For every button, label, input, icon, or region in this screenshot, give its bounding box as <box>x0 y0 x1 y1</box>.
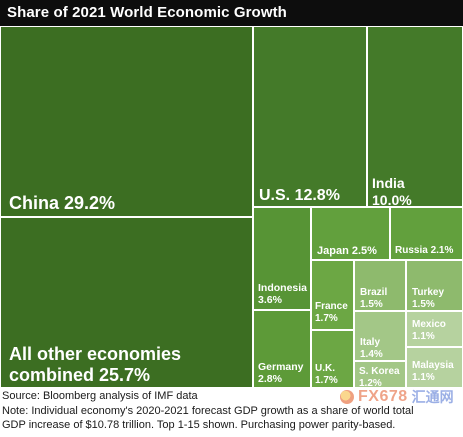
tile-label-brazil: Brazil 1.5% <box>360 287 388 310</box>
treemap: China 29.2% All other economies combined … <box>0 26 463 388</box>
tile-label-malaysia: Malaysia 1.1% <box>412 360 454 383</box>
tile-u-s: U.S. 12.8% <box>253 26 367 207</box>
tile-turkey: Turkey 1.5% <box>406 260 463 311</box>
tile-label-japan: Japan 2.5% <box>317 245 377 257</box>
tile-japan: Japan 2.5% <box>311 207 390 260</box>
tile-label-india: India 10.0% <box>372 175 412 207</box>
tile-germany: Germany 2.8% <box>253 310 311 388</box>
tile-label-china: China 29.2% <box>9 193 116 213</box>
tile-label-germany: Germany 2.8% <box>258 361 304 386</box>
source-note: Source: Bloomberg analysis of IMF data N… <box>2 389 462 433</box>
tile-mexico: Mexico 1.1% <box>406 311 463 347</box>
tile-malaysia: Malaysia 1.1% <box>406 347 463 388</box>
note-line: Note: Individual economy's 2020-2021 for… <box>2 404 414 417</box>
source-line: Source: Bloomberg analysis of IMF data <box>2 390 198 402</box>
title-bar: Share of 2021 World Economic Growth <box>0 0 463 26</box>
tile-all-other-economies-combined: All other economies combined 25.7% <box>0 217 253 388</box>
tile-label-russia: Russia 2.1% <box>395 245 454 256</box>
tile-label-all-other-economies-combined: All other economies combined 25.7% <box>9 344 182 386</box>
tile-label-italy: Italy 1.4% <box>360 337 383 360</box>
note-line: GDP increase of $10.78 trillion. Top 1-1… <box>2 419 396 431</box>
tile-russia: Russia 2.1% <box>390 207 463 260</box>
tile-france: France 1.7% <box>311 260 354 330</box>
chart-title: Share of 2021 World Economic Growth <box>7 4 287 21</box>
tile-brazil: Brazil 1.5% <box>354 260 406 311</box>
tile-indonesia: Indonesia 3.6% <box>253 207 311 310</box>
tile-label-france: France 1.7% <box>315 301 348 324</box>
tile-label-u-s: U.S. 12.8% <box>259 187 340 204</box>
tile-label-turkey: Turkey 1.5% <box>412 287 445 310</box>
tile-label-indonesia: Indonesia 3.6% <box>258 282 308 307</box>
tile-s-korea: S. Korea 1.2% <box>354 361 406 388</box>
tile-u-k: U.K. 1.7% <box>311 330 354 388</box>
tile-india: India 10.0% <box>367 26 463 207</box>
tile-label-s-korea: S. Korea 1.2% <box>359 366 400 388</box>
tile-label-u-k: U.K. 1.7% <box>315 363 338 386</box>
tile-china: China 29.2% <box>0 26 253 217</box>
tile-label-mexico: Mexico 1.1% <box>412 319 446 342</box>
tile-italy: Italy 1.4% <box>354 311 406 361</box>
